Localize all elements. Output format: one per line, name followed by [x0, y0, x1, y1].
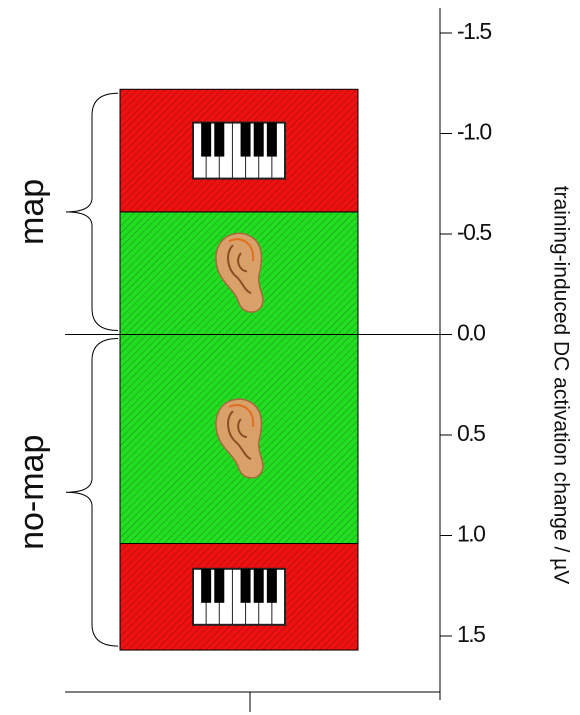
piano-black-key: [253, 122, 264, 157]
y-tick-label: 0.5: [457, 420, 485, 446]
ear-rim: [228, 404, 255, 428]
piano-black-key: [201, 568, 212, 603]
y-tick-label: 1.5: [457, 621, 485, 647]
ear-inner: [227, 410, 252, 460]
piano-black-key: [201, 122, 212, 157]
group-label: no-map: [13, 435, 51, 550]
piano-icon: [192, 567, 286, 626]
ear-icon: [215, 232, 264, 313]
piano-black-key: [266, 568, 277, 603]
y-tick-label: -1.0: [457, 119, 491, 145]
y-tick-label: -0.5: [457, 219, 491, 245]
piano-icon: [192, 121, 286, 180]
group-brace: [65, 92, 119, 331]
piano-black-key: [253, 568, 264, 603]
piano-black-key: [214, 122, 225, 157]
group-label: map: [13, 179, 51, 245]
piano-black-key: [240, 568, 251, 603]
y-tick-label: 0.0: [457, 320, 485, 346]
piano-black-key: [240, 122, 251, 157]
ear-inner: [227, 244, 252, 295]
ear-icon: [215, 398, 264, 479]
group-brace: [65, 338, 119, 647]
y-axis-label: training-induced DC activation change / …: [549, 186, 572, 585]
y-tick-label: -1.5: [457, 18, 491, 44]
piano-black-key: [214, 568, 225, 603]
y-tick-label: 1.0: [457, 521, 485, 547]
ear-rim: [228, 238, 255, 262]
piano-black-key: [266, 122, 277, 157]
